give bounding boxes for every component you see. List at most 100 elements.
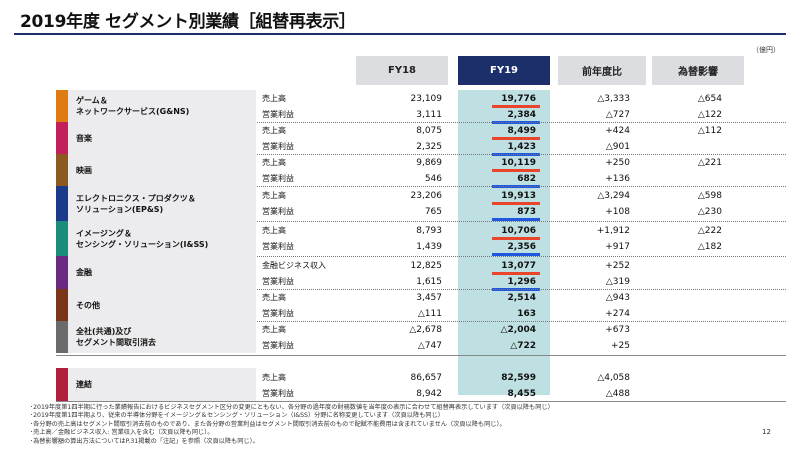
segment-color-bar xyxy=(56,154,68,186)
footnote: ･2019年度第1四半期より、従来の半導体分野をイメージング＆センシング・ソリュ… xyxy=(30,412,444,420)
yoy-change: +917 xyxy=(605,242,630,252)
yoy-change: +673 xyxy=(605,325,630,335)
header-yoy: 前年度比 xyxy=(558,56,646,85)
fx-impact xyxy=(650,386,722,402)
fx-impact xyxy=(650,306,722,322)
row-label: 売上高 xyxy=(262,126,286,135)
fx-impact: △122 xyxy=(697,110,722,120)
fx-impact xyxy=(650,290,722,306)
row-divider xyxy=(56,321,786,322)
yoy-change: +136 xyxy=(605,174,630,184)
yoy-change: △3,294 xyxy=(597,191,630,201)
fy18-value: 12,825 xyxy=(410,261,443,271)
footnote: ･売上高／金融ビジネス収入: 営業収入を含む（次頁以降も同じ）。 xyxy=(30,429,214,437)
unit-label: （億円） xyxy=(752,46,780,54)
segment-panel xyxy=(56,368,256,401)
fy18-value: 8,075 xyxy=(416,126,442,136)
fx-impact: △112 xyxy=(697,126,722,136)
fx-impact: △654 xyxy=(697,94,722,104)
row-label: 営業利益 xyxy=(262,207,294,216)
segment-panel xyxy=(56,122,256,154)
fy18-value: 1,615 xyxy=(416,277,442,287)
page-title: 2019年度 セグメント別業績［組替再表示］ xyxy=(20,12,356,32)
red-underline xyxy=(492,137,540,140)
segment-name: ゲーム＆ ネットワークサービス(G&NS) xyxy=(76,96,190,116)
segment-color-bar xyxy=(56,368,68,401)
segment-panel xyxy=(56,321,256,353)
fy18-value: △111 xyxy=(417,309,442,319)
row-label: 売上高 xyxy=(262,373,286,382)
segment-panel xyxy=(56,154,256,186)
fy18-value: 23,206 xyxy=(410,191,443,201)
red-underline xyxy=(492,202,540,205)
fy18-value: 546 xyxy=(424,174,442,184)
row-label: 営業利益 xyxy=(262,242,294,251)
fy19-value: 163 xyxy=(517,309,536,319)
fx-impact: △222 xyxy=(697,226,722,236)
fy19-value: 682 xyxy=(517,174,536,184)
fy19-value: △722 xyxy=(510,341,536,351)
yoy-change: △901 xyxy=(605,142,630,152)
row-divider xyxy=(56,122,786,123)
fx-impact: △221 xyxy=(697,158,722,168)
row-label: 営業利益 xyxy=(262,277,294,286)
header-fy19: FY19 xyxy=(458,56,550,85)
segment-color-bar xyxy=(56,256,68,289)
segment-color-bar xyxy=(56,289,68,321)
row-label: 営業利益 xyxy=(262,341,294,350)
fy19-value: 10,706 xyxy=(501,226,536,236)
blue-underline xyxy=(492,218,540,221)
page-number: 12 xyxy=(762,428,771,436)
fy18-value: 3,111 xyxy=(416,110,442,120)
segment-color-bar xyxy=(56,90,68,122)
fy18-value: 23,109 xyxy=(410,94,443,104)
table-rule xyxy=(56,355,786,356)
row-divider xyxy=(56,154,786,155)
footnote: ･各分野の売上高はセグメント間取引消去前のものであり、また各分野の営業利益はセグ… xyxy=(30,420,506,428)
fy18-value: 1,439 xyxy=(416,242,442,252)
header-fy18: FY18 xyxy=(356,56,448,85)
footnotes: ･2019年度第1四半期に行った業績報告におけるビジネスセグメント区分の変更にと… xyxy=(30,404,554,446)
red-underline xyxy=(492,105,540,108)
fy19-value: 19,776 xyxy=(501,94,536,104)
row-label: 売上高 xyxy=(262,158,286,167)
row-label: 売上高 xyxy=(262,191,286,200)
segment-panel xyxy=(56,289,256,321)
fy19-value: △2,004 xyxy=(500,325,536,335)
row-label: 金融ビジネス収入 xyxy=(262,261,326,270)
fy18-value: 765 xyxy=(424,207,442,217)
fy19-value: 1,296 xyxy=(507,277,536,287)
fy19-highlight-column xyxy=(458,90,550,395)
row-divider xyxy=(56,256,786,257)
fx-impact: △182 xyxy=(697,242,722,252)
red-underline xyxy=(492,169,540,172)
fy18-value: 3,457 xyxy=(416,293,442,303)
segment-panel xyxy=(56,90,256,122)
row-label: 売上高 xyxy=(262,325,286,334)
segment-panel xyxy=(56,186,256,221)
fy19-value: 8,499 xyxy=(507,126,536,136)
row-label: 営業利益 xyxy=(262,309,294,318)
fx-impact xyxy=(650,171,722,187)
yoy-change: △319 xyxy=(605,277,630,287)
table-rule xyxy=(56,401,786,402)
row-divider xyxy=(56,221,786,222)
fy19-value: 2,384 xyxy=(507,110,536,120)
row-divider xyxy=(56,186,786,187)
row-label: 営業利益 xyxy=(262,174,294,183)
segment-color-bar xyxy=(56,321,68,353)
red-underline xyxy=(492,272,540,275)
segment-name: イメージング＆ センシング・ソリューション(I&SS) xyxy=(76,228,209,249)
yoy-change: △3,333 xyxy=(597,94,630,104)
fx-impact: △230 xyxy=(697,207,722,217)
segment-panel xyxy=(56,221,256,256)
segment-color-bar xyxy=(56,186,68,221)
fx-impact xyxy=(650,338,722,354)
row-label: 営業利益 xyxy=(262,110,294,119)
fy19-value: 873 xyxy=(517,207,536,217)
yoy-change: △488 xyxy=(605,389,630,399)
row-divider xyxy=(56,289,786,290)
segment-name: 映画 xyxy=(76,165,92,175)
fx-impact xyxy=(650,322,722,338)
row-label: 営業利益 xyxy=(262,389,294,398)
